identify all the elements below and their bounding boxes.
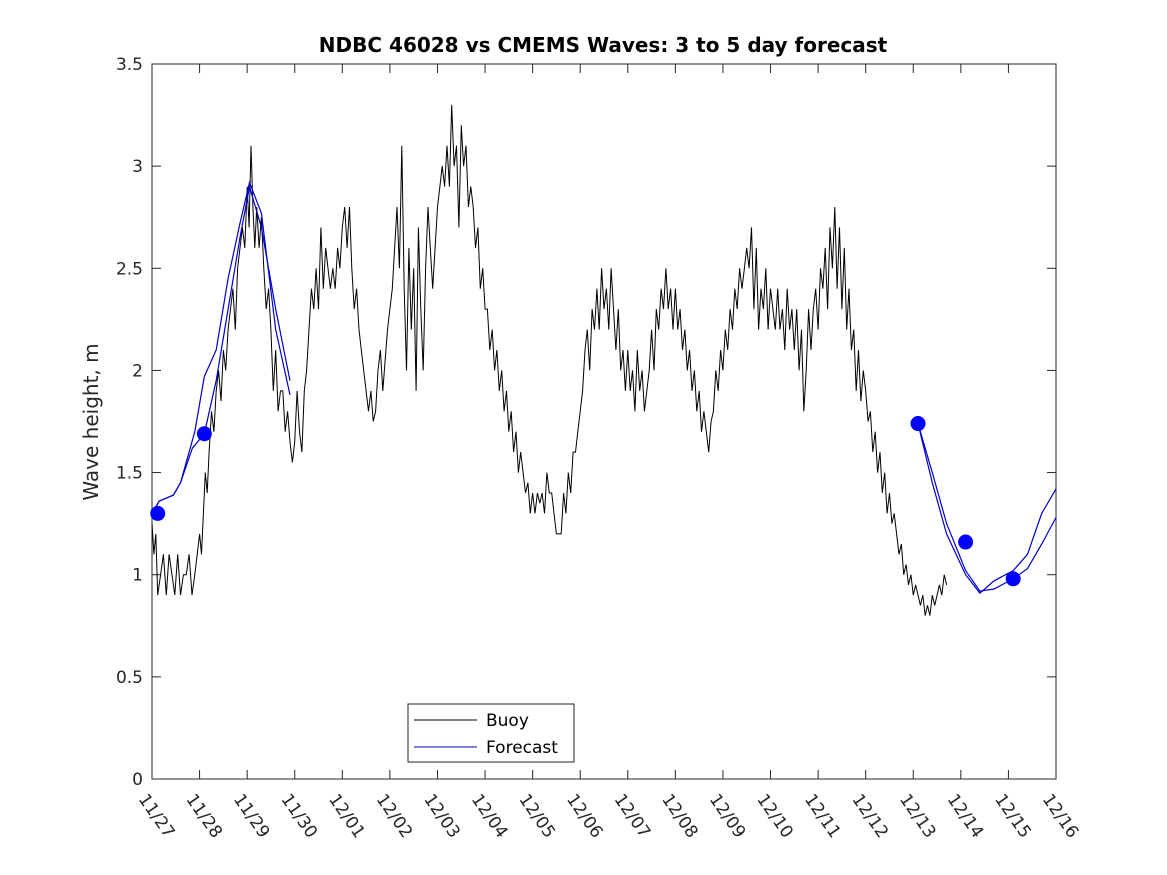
marker-layer [150, 416, 1021, 587]
plot-area: 00.511.522.533.5 11/27 11/28 11/29 11/30 12/… [116, 55, 1082, 842]
forecast-line [917, 423, 1057, 592]
x-tick-label: 12/06 [562, 790, 606, 842]
y-tick-label: 3 [132, 157, 143, 177]
x-tick-label: 11/30 [277, 790, 321, 842]
x-tick-label: 12/07 [610, 790, 654, 842]
y-tick-label: 0.5 [116, 668, 143, 688]
legend-forecast-label: Forecast [486, 738, 558, 758]
x-tick-label: 12/12 [848, 790, 892, 842]
x-tick-label: 12/02 [372, 790, 416, 842]
x-tick-label: 12/15 [990, 790, 1034, 842]
x-tick-label: 12/05 [515, 790, 559, 842]
x-tick-label: 12/11 [800, 790, 844, 842]
x-tick-label: 11/29 [229, 790, 273, 842]
y-tick-label: 3.5 [116, 55, 143, 75]
buoy-line [151, 104, 948, 616]
forecast-marker [196, 426, 212, 442]
forecast-marker [150, 505, 166, 521]
legend-buoy-label: Buoy [486, 711, 529, 731]
x-tick-label: 11/27 [134, 790, 178, 842]
y-tick-label: 2.5 [116, 259, 143, 279]
y-tick-label: 1 [132, 566, 143, 586]
forecast-marker [958, 534, 974, 550]
x-tick-label: 12/04 [467, 790, 511, 842]
series-layer [151, 104, 1057, 616]
chart-title: NDBC 46028 vs CMEMS Waves: 3 to 5 day fo… [319, 33, 888, 57]
forecast-line [151, 186, 291, 514]
x-tick-label: 11/28 [181, 790, 225, 842]
x-tick-label: 12/10 [752, 790, 796, 842]
x-tick-label: 12/08 [657, 790, 701, 842]
y-tick-label: 2 [132, 361, 143, 381]
legend-box [407, 703, 575, 763]
legend: Buoy Forecast [407, 703, 575, 763]
x-tick-label: 12/01 [324, 790, 368, 842]
x-tick-label: 12/14 [943, 790, 987, 842]
forecast-line [917, 423, 1057, 594]
y-axis-label: Wave height, m [79, 343, 103, 500]
y-axis: 0 0.5 1 1.5 2 2.5 3 3.5 [116, 55, 1056, 790]
x-tick-label: 12/09 [705, 790, 749, 842]
y-tick-label: 1.5 [116, 464, 143, 484]
forecast-marker [910, 416, 926, 432]
x-tick-label: 12/16 [1038, 790, 1082, 842]
x-tick-label: 12/03 [419, 790, 463, 842]
y-tick-label: 0 [132, 770, 143, 790]
forecast-marker [1005, 571, 1021, 587]
x-tick-label: 12/13 [895, 790, 939, 842]
